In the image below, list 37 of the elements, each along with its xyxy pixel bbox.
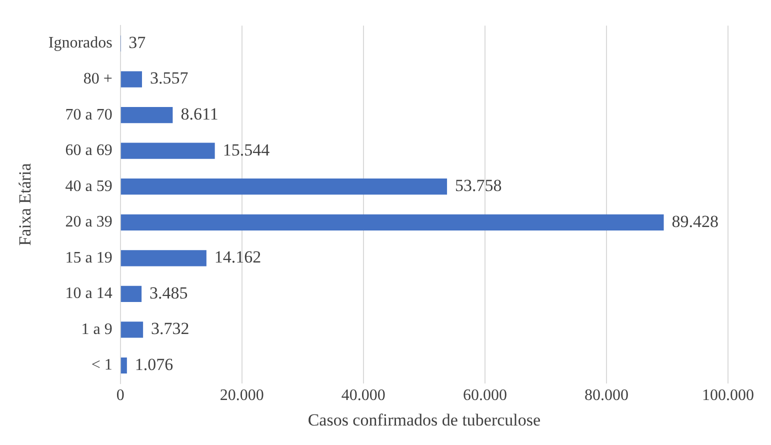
data-label: 1.076 <box>134 354 174 374</box>
data-label: 3.485 <box>150 283 188 302</box>
y-tick-label: 10 a 14 <box>65 285 112 302</box>
bar <box>120 322 144 338</box>
bar <box>120 250 206 266</box>
y-tick-label: Ignorados <box>48 34 112 52</box>
data-label: 14.162 <box>214 248 262 267</box>
data-label: 3.732 <box>151 319 190 338</box>
x-axis-title: Casos confirmados de tuberculose <box>308 410 541 430</box>
bar <box>120 286 142 302</box>
data-label: 3.557 <box>150 68 189 88</box>
bar <box>120 107 173 124</box>
data-label: 8.611 <box>180 104 218 124</box>
bar <box>120 142 215 159</box>
x-tick-label: 60.000 <box>462 387 507 404</box>
y-tick-label: 80 + <box>83 70 112 88</box>
x-tick-label: 80.000 <box>584 387 628 404</box>
bar <box>120 71 142 88</box>
y-axis-title: Faixa Etária <box>16 162 35 246</box>
y-tick-label: 60 a 69 <box>65 142 112 160</box>
data-label: 53.758 <box>455 176 502 196</box>
bar <box>120 178 448 195</box>
data-label: 37 <box>128 32 146 52</box>
x-tick-label: 40.000 <box>341 387 386 404</box>
x-tick-label: 100.000 <box>702 387 754 404</box>
x-tick-label: 0 <box>116 387 124 404</box>
y-tick-label: 40 a 59 <box>65 178 112 195</box>
x-tick-label: 20.000 <box>220 387 264 404</box>
data-label: 89.428 <box>672 212 719 231</box>
bar <box>120 357 127 374</box>
y-tick-label: 15 a 19 <box>65 249 112 266</box>
y-tick-label: 1 a 9 <box>81 320 112 338</box>
y-tick-label: < 1 <box>91 356 112 374</box>
y-tick-label: 70 a 70 <box>65 106 112 124</box>
y-tick-label: 20 a 39 <box>65 214 112 231</box>
bar <box>120 214 664 230</box>
data-label: 15.544 <box>222 140 270 160</box>
